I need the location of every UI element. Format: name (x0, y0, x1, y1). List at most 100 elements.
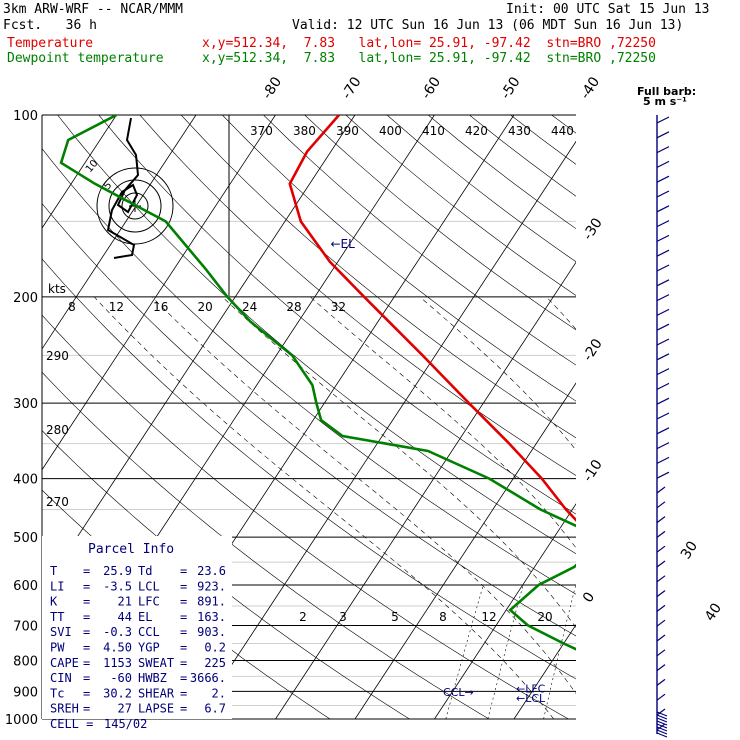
wind-barb (656, 649, 666, 657)
dry-adiabat (98, 115, 576, 515)
wind-barb (656, 368, 670, 376)
skew-temp-label: 40 (702, 601, 725, 625)
hodograph-trace (106, 117, 140, 259)
isotherm (354, 382, 576, 719)
parcel-key: SHEAR (138, 686, 175, 700)
wind-legend-unit: 5 m s⁻¹ (643, 95, 687, 108)
wind-barb (656, 397, 670, 405)
wind-barb (656, 338, 670, 346)
moist-adiabat (419, 296, 576, 451)
pressure-label-200: 200 (13, 291, 38, 306)
dry-adiabat (139, 115, 576, 476)
theta-label: 400 (379, 124, 402, 138)
dry-adiabat (675, 115, 740, 719)
theta-left-label: 270 (46, 495, 69, 509)
skew-temp-label: -40 (577, 74, 603, 102)
pressure-label-600: 600 (13, 579, 38, 594)
mixing-ratio-label: 3 (339, 610, 347, 624)
dry-adiabat (180, 115, 576, 439)
dry-adiabat (222, 115, 576, 402)
wind-barb (656, 442, 670, 450)
isotherm (42, 115, 197, 350)
wind-barb (656, 175, 670, 183)
parcel-key: PW (50, 641, 65, 655)
wind-barb (656, 249, 670, 257)
parcel-eq: = (180, 641, 187, 655)
isotherm (275, 261, 576, 719)
wind-barb (656, 471, 670, 479)
theta-label: 410 (422, 124, 445, 138)
parcel-cell-value: 145/02 (104, 717, 147, 731)
parcel-key: LFC (138, 595, 160, 609)
dry-adiabat (42, 314, 569, 719)
pressure-label-400: 400 (13, 473, 38, 488)
isotherm (195, 140, 576, 719)
theta-label: 430 (508, 124, 531, 138)
wind-barb (656, 723, 666, 731)
parcel-eq: = (83, 595, 90, 609)
mixing-ratio-label: 8 (439, 610, 447, 624)
wind-barb (656, 729, 668, 735)
parcel-info-panel (42, 536, 232, 719)
parcel-key: EL (138, 610, 152, 624)
parcel-key: LCL (138, 579, 160, 593)
wind-legend-title: Full barb: (637, 85, 696, 98)
mixing-ratio-label: 5 (391, 610, 399, 624)
parcel-key: LAPSE (138, 702, 174, 716)
dry-adiabat (716, 115, 740, 719)
skew-temp-label: 0 (580, 589, 598, 605)
skew-temp-label: 30 (678, 539, 701, 563)
parcel-eq: = (83, 564, 90, 578)
dry-adiabat (42, 148, 576, 595)
wind-barb (656, 190, 670, 198)
wind-barb (656, 530, 666, 538)
isotherm (434, 503, 576, 719)
pressure-label-1000: 1000 (5, 713, 38, 728)
parcel-key: T (50, 564, 57, 578)
lcl-annotation: ←LCL (516, 692, 546, 705)
wind-barb (656, 294, 670, 302)
theta-left-label: 280 (46, 423, 69, 437)
parcel-key: K (50, 595, 58, 609)
parcel-value: 44 (118, 610, 132, 624)
temperature-legend-info: x,y=512.34, 7.83 lat,lon= 25.91, -97.42 … (202, 36, 656, 51)
isotherm (42, 115, 276, 471)
mixing-ratio-line (598, 585, 627, 719)
dry-adiabat (42, 371, 490, 719)
wind-barb (656, 382, 670, 390)
parcel-eq: = (83, 702, 90, 716)
parcel-eq: = (83, 641, 90, 655)
hodograph-ring (121, 192, 149, 220)
wind-barb (656, 116, 670, 124)
mixing-ratio-line (543, 584, 576, 719)
parcel-value: -0.3 (103, 625, 132, 639)
dry-adiabat (304, 115, 576, 331)
parcel-value: 0.2 (204, 641, 226, 655)
wind-barb (656, 604, 666, 612)
wind-barb (656, 205, 670, 213)
parcel-value: 163. (197, 610, 226, 624)
wind-barb (656, 717, 668, 723)
dry-adiabat (510, 115, 576, 165)
wind-barb (656, 146, 670, 154)
wind-barb (656, 353, 670, 361)
parcel-value: 21 (118, 595, 132, 609)
parcel-eq: = (83, 610, 90, 624)
dry-adiabat (469, 115, 576, 197)
wind-barb (656, 714, 668, 720)
isotherm (673, 115, 740, 719)
pressure-label-700: 700 (13, 619, 38, 634)
parcel-value: 2. (212, 686, 226, 700)
dewpoint-legend-label: Dewpoint temperature (7, 51, 164, 66)
parcel-eq: = (180, 579, 187, 593)
parcel-value: -3.5 (103, 579, 132, 593)
moist-adiabat (93, 296, 555, 719)
parcel-value: 891. (197, 595, 226, 609)
wind-barb (656, 516, 666, 524)
header: 3km ARW-WRF -- NCAR/MMM Init: 00 UTC Sat… (0, 0, 740, 70)
parcel-value: 923. (197, 579, 226, 593)
speed-axis-label: 8 (68, 300, 76, 314)
pressure-label-500: 500 (13, 531, 38, 546)
wind-barb (656, 634, 666, 642)
mixing-ratio-label: 20 (537, 610, 552, 624)
